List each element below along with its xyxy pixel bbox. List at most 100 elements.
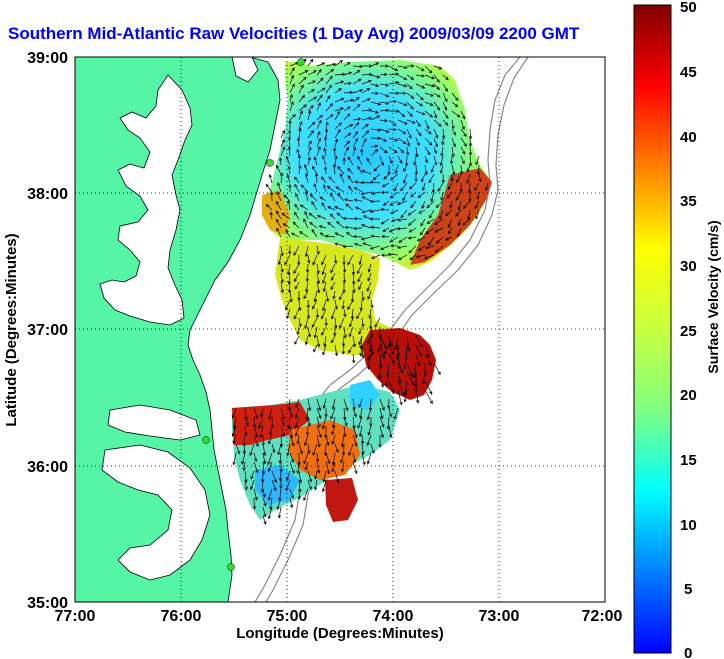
map-grid — [75, 57, 605, 602]
velocity-arrow — [388, 119, 397, 127]
velocity-arrow — [267, 461, 273, 473]
colorbar-tick: 5 — [684, 581, 692, 598]
velocity-arrow — [289, 461, 295, 475]
velocity-arrow — [311, 200, 318, 211]
velocity-arrow — [253, 434, 259, 448]
velocity-arrow — [267, 506, 273, 520]
velocity-arrow — [366, 281, 372, 292]
velocity-arrow — [361, 130, 369, 139]
velocity-arrow — [433, 128, 439, 139]
velocity-arrow — [406, 335, 411, 352]
velocity-arrow — [280, 272, 284, 284]
velocity-arrow — [325, 62, 337, 67]
velocity-arrow — [345, 231, 354, 238]
velocity-arrow — [451, 101, 459, 108]
velocity-arrow — [271, 443, 276, 454]
velocity-arrow — [360, 224, 372, 229]
velocity-arrow — [353, 242, 363, 247]
velocity-arrow — [370, 62, 380, 67]
velocity-arrow — [334, 88, 342, 94]
velocity-arrow — [341, 299, 345, 310]
velocity-arrow — [380, 207, 390, 212]
velocity-arrow — [320, 308, 327, 320]
colorbar-label: Surface Velocity (cm/s) — [705, 220, 721, 373]
velocity-arrow — [356, 308, 363, 320]
velocity-arrow — [334, 107, 344, 112]
velocity-arrow — [447, 218, 453, 229]
velocity-arrow — [276, 227, 282, 238]
velocity-arrow — [309, 193, 318, 202]
velocity-arrow — [406, 128, 412, 139]
velocity-arrow — [463, 200, 471, 209]
velocity-arrow — [325, 95, 331, 103]
velocity-arrow — [298, 127, 302, 139]
velocity-arrow — [307, 121, 316, 130]
velocity-arrow — [323, 147, 327, 157]
velocity-arrow — [358, 425, 363, 438]
velocity-arrow — [383, 173, 390, 180]
velocity-arrow — [468, 137, 473, 147]
y-tick-label: 36:00 — [27, 459, 68, 476]
velocity-arrow — [350, 308, 355, 320]
velocity-arrow — [343, 81, 352, 86]
velocity-arrow — [415, 335, 423, 348]
velocity-arrow — [424, 128, 432, 135]
velocity-arrow — [307, 470, 313, 483]
velocity-arrow — [324, 234, 336, 238]
velocity-arrow — [388, 72, 400, 76]
velocity-arrow — [430, 191, 435, 203]
velocity-arrow — [343, 140, 351, 148]
velocity-arrow — [334, 232, 345, 238]
velocity-arrow — [305, 407, 309, 421]
velocity-arrow — [345, 203, 354, 211]
velocity-arrow — [307, 58, 314, 67]
velocity-arrow — [352, 434, 358, 447]
velocity-arrow — [307, 140, 312, 148]
velocity-arrow — [329, 192, 336, 202]
colorbar-tick: 45 — [680, 64, 697, 81]
velocity-arrow — [344, 225, 354, 230]
velocity-arrow — [406, 362, 413, 378]
velocity-arrow — [275, 200, 282, 211]
velocity-arrow — [347, 299, 354, 311]
velocity-arrow — [316, 272, 321, 285]
velocity-arrow — [253, 488, 258, 501]
velocity-arrow — [307, 398, 312, 412]
velocity-arrow — [293, 245, 300, 256]
velocity-arrow — [352, 64, 363, 69]
velocity-arrow — [379, 344, 386, 360]
velocity-arrow — [397, 218, 408, 222]
velocity-arrow — [276, 210, 282, 220]
delaware-bay — [231, 57, 259, 83]
velocity-arrow — [340, 434, 345, 448]
velocity-arrow — [397, 254, 408, 261]
velocity-arrow — [388, 81, 400, 85]
colorbar-tick: 25 — [680, 323, 697, 340]
velocity-arrow — [280, 281, 284, 294]
velocity-arrow — [397, 380, 405, 396]
velocity-arrow — [387, 252, 399, 257]
velocity-arrow — [316, 102, 321, 112]
velocity-arrow — [466, 173, 471, 184]
velocity-arrow — [352, 103, 361, 112]
velocity-arrow — [296, 148, 300, 157]
velocity-arrow — [259, 425, 264, 439]
velocity-arrow — [370, 144, 379, 148]
velocity-arrow — [268, 407, 273, 420]
velocity-arrow — [303, 434, 309, 447]
velocity-arrow — [294, 281, 300, 290]
velocity-arrow — [285, 479, 291, 492]
velocity-arrow — [425, 227, 435, 235]
colorbar: 50 45 40 35 30 25 20 15 10 5 0 Surface V… — [633, 0, 721, 659]
velocity-arrow — [304, 317, 309, 330]
velocity-arrow — [338, 290, 345, 301]
velocity-arrow — [298, 94, 305, 103]
velocity-arrow — [295, 398, 300, 409]
velocity-arrow — [379, 416, 385, 428]
velocity-arrow — [433, 110, 438, 119]
velocity-arrow — [323, 136, 328, 148]
velocity-arrow — [343, 416, 348, 427]
velocity-arrow — [305, 272, 309, 283]
velocity-arrow — [352, 89, 364, 94]
velocity-arrow — [369, 317, 373, 330]
